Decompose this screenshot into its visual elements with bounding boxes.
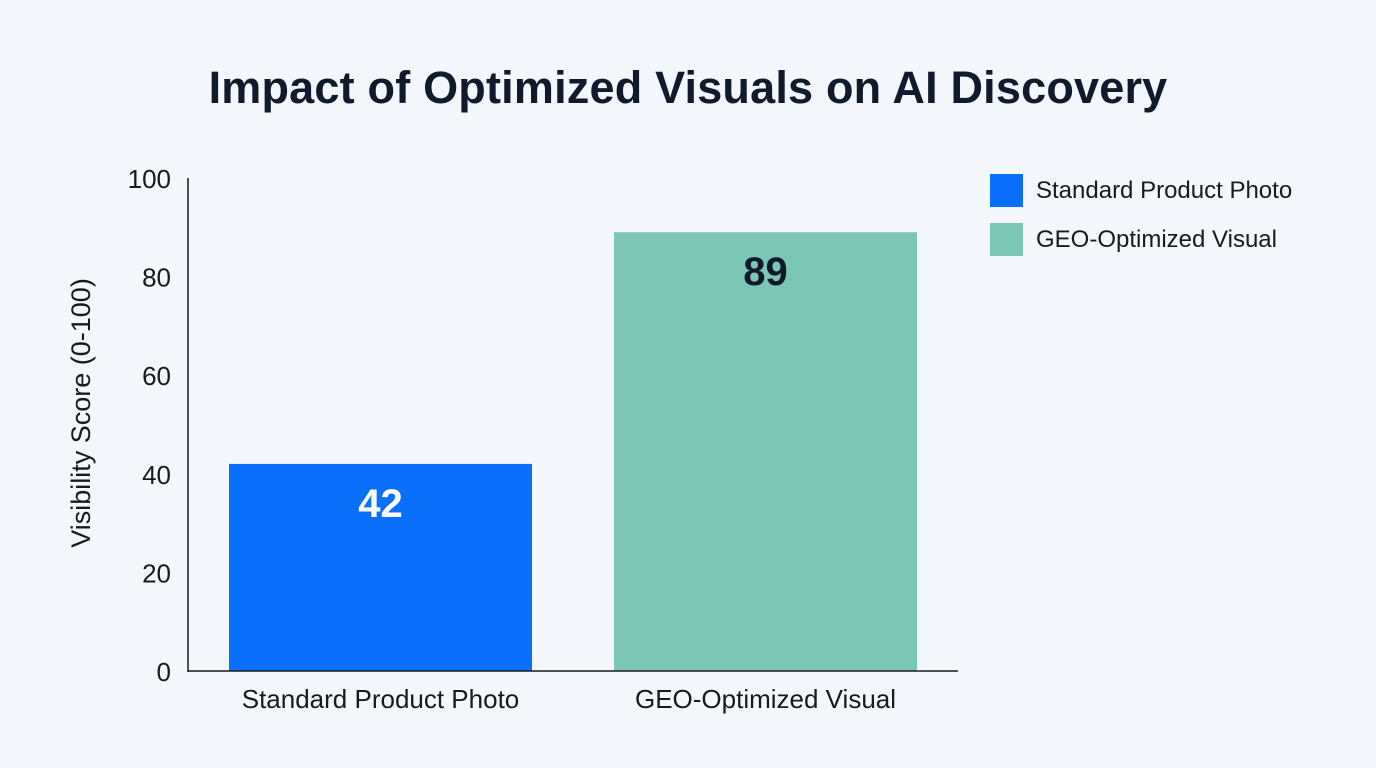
x-tick-label-0: Standard Product Photo xyxy=(242,684,520,714)
bar-0 xyxy=(229,463,532,671)
legend-label-standard: Standard Product Photo xyxy=(1036,176,1293,204)
bar-1 xyxy=(614,232,917,672)
x-tick-label-1: GEO-Optimized Visual xyxy=(635,684,896,714)
y-tick-label-40: 40 xyxy=(142,460,171,490)
legend: Standard Product Photo GEO-Optimized Vis… xyxy=(990,174,1292,272)
y-tick-label-0: 0 xyxy=(157,657,171,687)
y-tick-label-100: 100 xyxy=(128,164,171,194)
legend-swatch-geo xyxy=(990,223,1023,256)
data-label-0: 42 xyxy=(358,482,403,526)
legend-label-geo: GEO-Optimized Visual xyxy=(1036,225,1277,253)
legend-item-standard: Standard Product Photo xyxy=(990,174,1292,207)
chart-title: Impact of Optimized Visuals on AI Discov… xyxy=(208,62,1168,113)
y-tick-label-80: 80 xyxy=(142,263,171,293)
y-tick-label-20: 20 xyxy=(142,558,171,588)
legend-item-geo: GEO-Optimized Visual xyxy=(990,223,1292,256)
y-tick-label-60: 60 xyxy=(142,361,171,391)
legend-swatch-standard xyxy=(990,174,1023,207)
data-label-1: 89 xyxy=(743,250,788,294)
y-axis-label: Visibility Score (0-100) xyxy=(66,278,96,548)
